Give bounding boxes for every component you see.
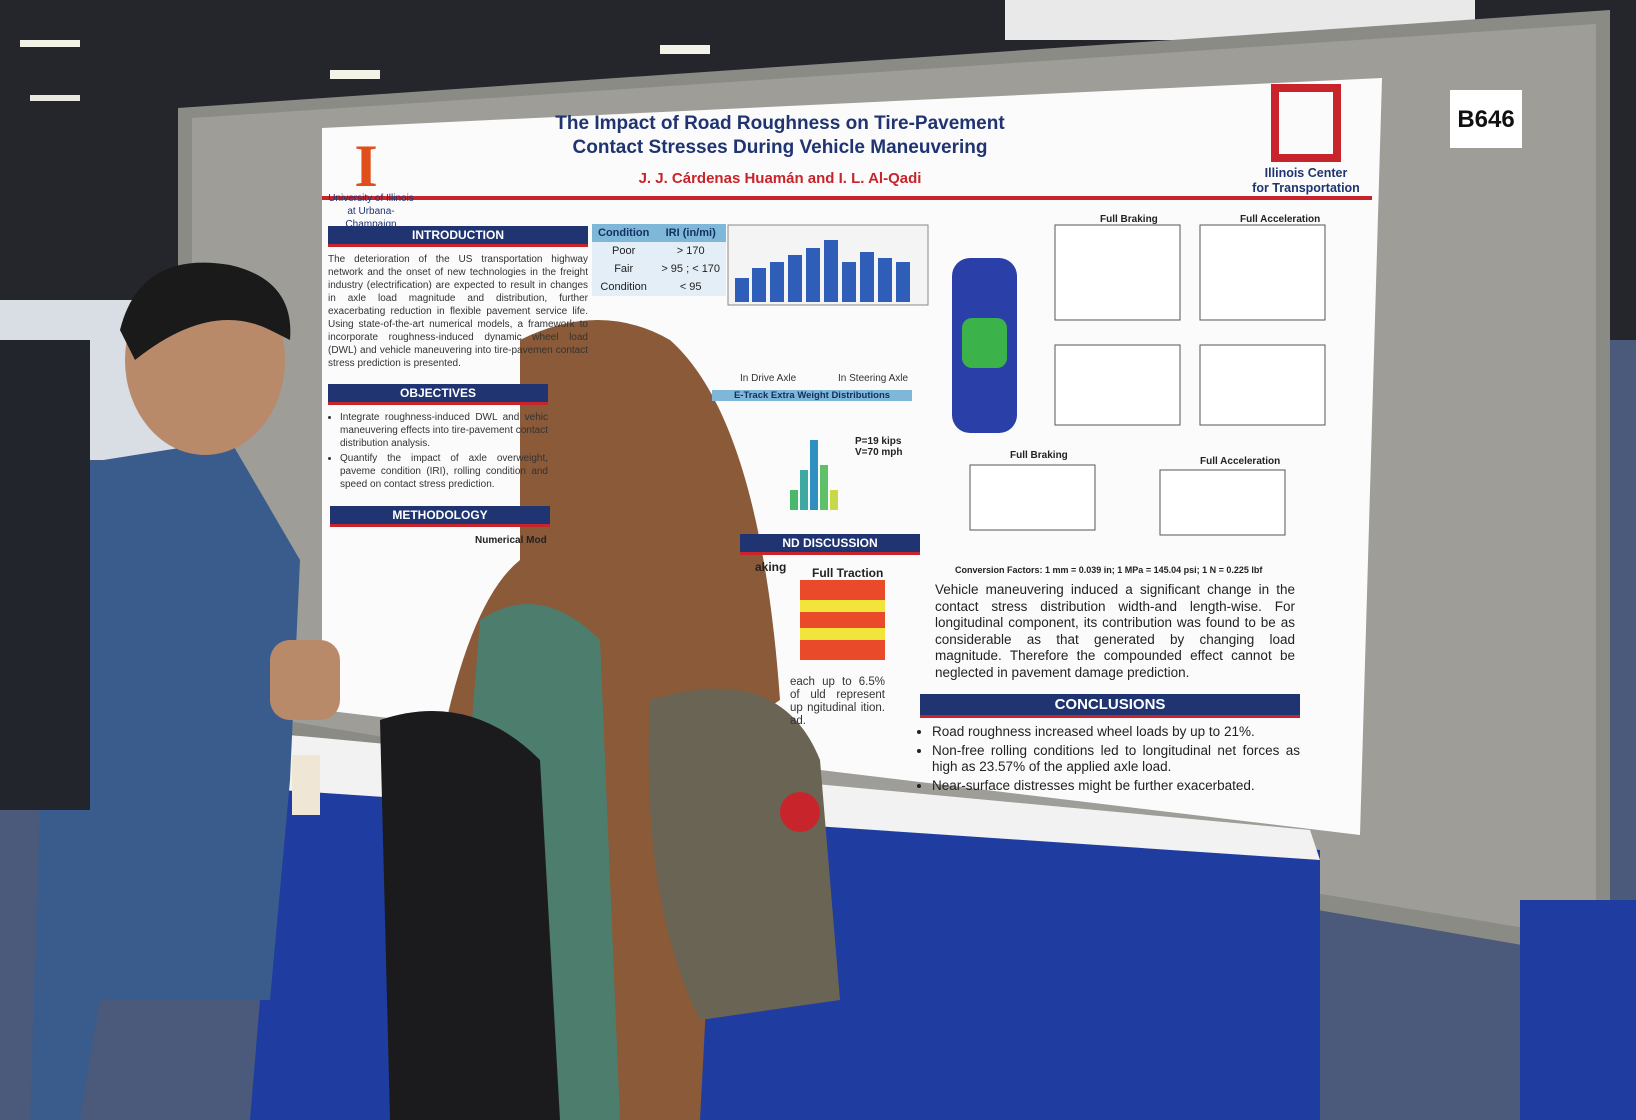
university: University of Illinois at Urbana-Champai… — [326, 192, 416, 231]
coffee-cup — [292, 755, 320, 815]
plot-title: Full Acceleration — [1240, 214, 1321, 225]
stress-plot — [1054, 344, 1181, 426]
stress-plot — [1199, 344, 1326, 426]
figure-caption: E-Track Extra Weight Distributions — [712, 390, 912, 401]
traction-map-band — [800, 628, 885, 640]
poster-title: The Impact of Road Roughness on Tire-Pav… — [520, 112, 1040, 160]
iri-bars — [735, 240, 910, 302]
header-cell: IRI (in/mi) — [655, 224, 727, 242]
booth-sign — [1450, 90, 1522, 148]
plot-title: Full Traction — [812, 566, 884, 580]
histogram-note: P=19 kips V=70 mph — [855, 436, 903, 458]
conversion-factors: Conversion Factors: 1 mm = 0.039 in; 1 M… — [955, 565, 1263, 575]
cell: Fair — [592, 260, 656, 278]
methodology-label: Numerical Mod — [475, 535, 547, 546]
table-header: Condition IRI (in/mi) — [592, 224, 727, 242]
objectives-list: Integrate roughness-induced DWL and vehi… — [328, 411, 548, 491]
university-line: at Urbana-Champaign — [345, 206, 397, 230]
introduction-text: The deterioration of the US transportati… — [328, 254, 588, 369]
center-line: Illinois Center — [1264, 166, 1348, 180]
ceiling-light — [330, 70, 380, 79]
plot-title: aking — [755, 560, 787, 574]
iri-table: Condition IRI (in/mi) Poor > 170 Fair > 95… — [592, 224, 727, 296]
university-line: University of Illinois — [328, 193, 414, 204]
plot-title: Full Acceleration — [1200, 456, 1281, 467]
center-name: Illinois Center for Transportation — [1236, 166, 1376, 196]
illinois-logo: I — [354, 133, 377, 199]
conclusion: Road roughness increased wheel loads by … — [932, 724, 1300, 741]
ceiling-light — [30, 95, 80, 101]
results-text: Vehicle maneuvering induced a significan… — [935, 582, 1295, 680]
results-partial: each up to 6.5% of uld represent up ngit… — [790, 676, 885, 727]
introduction: INTRODUCTION The deterioration of the US… — [328, 226, 588, 370]
title-line: Contact Stresses During Vehicle Maneuver… — [572, 137, 988, 158]
objectives: OBJECTIVES Integrate roughness-induced D… — [328, 384, 548, 493]
cell: Condition — [592, 278, 656, 296]
table-row: Poor > 170 — [592, 242, 727, 260]
booth-number: B646 — [1457, 106, 1515, 133]
methodology: METHODOLOGY Numerical Mod — [330, 506, 550, 546]
objective: Quantify the impact of axle overweight, … — [340, 452, 548, 491]
section-heading: CONCLUSIONS — [920, 694, 1300, 718]
tire-contour-hot — [962, 318, 1007, 368]
force-plot — [1159, 469, 1286, 536]
cell: > 95 ; < 170 — [655, 260, 727, 278]
cell: Poor — [592, 242, 656, 260]
man — [30, 262, 340, 1120]
authors: J. J. Cárdenas Huamán and I. L. Al-Qadi — [638, 170, 922, 187]
section-heading: ND DISCUSSION — [740, 534, 920, 555]
ceiling-light — [660, 45, 710, 54]
objective: Integrate roughness-induced DWL and vehi… — [340, 411, 548, 450]
force-plot — [969, 464, 1096, 531]
section-heading: OBJECTIVES — [328, 384, 548, 405]
histogram — [790, 440, 838, 510]
stress-plot — [1054, 224, 1181, 321]
cell: < 95 — [655, 278, 727, 296]
stress-plot — [1199, 224, 1326, 321]
conclusions: CONCLUSIONS Road roughness increased whe… — [920, 694, 1300, 796]
section-heading: METHODOLOGY — [330, 506, 550, 527]
cell: > 170 — [655, 242, 727, 260]
title-line: The Impact of Road Roughness on Tire-Pav… — [555, 113, 1005, 134]
poster-rule — [322, 196, 1372, 200]
ceiling-light — [20, 40, 80, 47]
background-person — [0, 340, 90, 810]
plot-title: Full Braking — [1100, 214, 1158, 225]
note-line: P=19 kips — [855, 436, 902, 447]
table-row: Condition < 95 — [592, 278, 727, 296]
plot-title: Full Braking — [1010, 450, 1068, 461]
figure-label: In Drive Axle — [740, 373, 797, 384]
section-heading: INTRODUCTION — [328, 226, 588, 247]
conclusions-list: Road roughness increased wheel loads by … — [920, 724, 1300, 794]
table-row: Fair > 95 ; < 170 — [592, 260, 727, 278]
traction-map — [800, 580, 885, 660]
conclusion: Non-free rolling conditions led to longi… — [932, 743, 1300, 776]
figure-label: In Steering Axle — [838, 373, 909, 384]
center-line: for Transportation — [1252, 181, 1360, 195]
woman — [380, 320, 840, 1120]
table-skirt — [1520, 900, 1636, 1120]
note-line: V=70 mph — [855, 447, 903, 458]
header-cell: Condition — [592, 224, 656, 242]
conclusion: Near-surface distresses might be further… — [932, 778, 1300, 795]
traction-map-band — [800, 600, 885, 612]
ict-logo — [1271, 84, 1341, 162]
